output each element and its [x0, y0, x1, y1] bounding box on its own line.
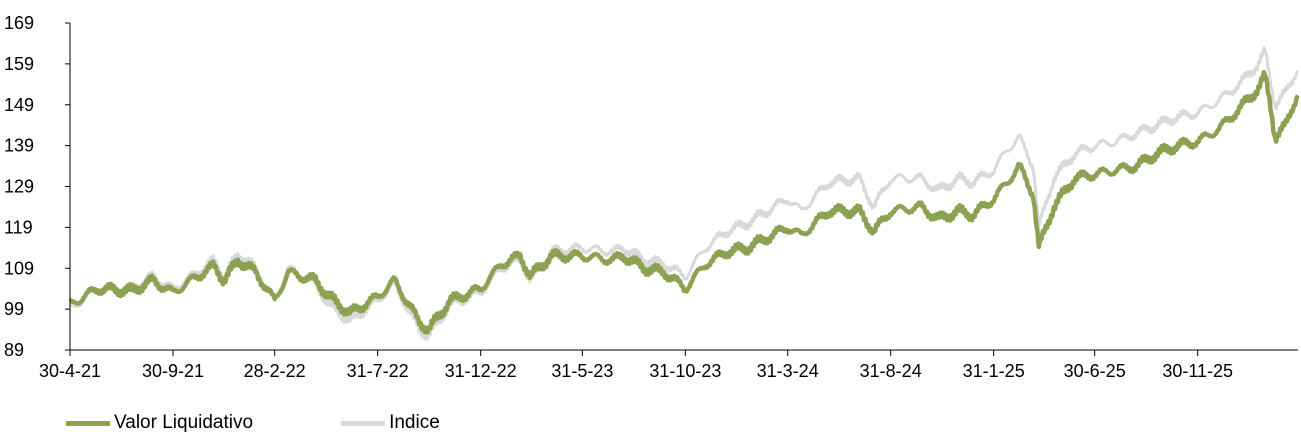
x-tick-label: 31-3-24 [757, 361, 819, 381]
x-tick-label: 30-9-21 [142, 361, 204, 381]
legend: Valor Liquidativo Indice [66, 412, 528, 434]
y-tick-label: 89 [4, 340, 24, 360]
legend-item-indice: Indice [341, 412, 440, 434]
x-tick-label: 30-11-25 [1162, 361, 1233, 381]
x-tick-label: 31-5-23 [551, 361, 613, 381]
x-tick-label: 31-10-23 [649, 361, 721, 381]
x-tick-labels: 30-4-21 30-9-21 28-2-22 31-7-22 31-12-22 31-5… [39, 361, 1233, 381]
y-tick-label: 149 [4, 95, 34, 115]
series-layer [68, 46, 1300, 341]
x-tick-label: 28-2-22 [244, 361, 306, 381]
series-line-indice [68, 46, 1300, 341]
x-tick-label: 31-1-25 [963, 361, 1025, 381]
legend-label-valor-liquidativo: Valor Liquidativo [114, 412, 254, 433]
x-tick-label: 31-12-22 [445, 361, 517, 381]
y-tick-label: 159 [4, 54, 34, 74]
legend-swatch-indice [341, 420, 386, 426]
x-tick-label: 31-7-22 [347, 361, 409, 381]
legend-item-valor-liquidativo: Valor Liquidativo [66, 412, 253, 434]
y-tick-label: 169 [4, 13, 34, 33]
y-tick-label: 109 [4, 258, 34, 278]
x-tick-label: 31-8-24 [860, 361, 922, 381]
x-tick-label: 30-6-25 [1064, 361, 1126, 381]
y-tick-labels: 89 99 109 119 129 139 149 159 169 [4, 13, 34, 360]
y-tick-label: 139 [4, 136, 34, 156]
y-tick-label: 129 [4, 177, 34, 197]
legend-swatch-valor-liquidativo [66, 420, 110, 426]
y-tick-label: 99 [4, 299, 24, 319]
y-tick-label: 119 [4, 217, 33, 237]
series-line-valor-liquidativo [68, 69, 1300, 335]
axes-layer [65, 22, 1298, 356]
legend-label-indice: Indice [389, 412, 440, 433]
x-tick-label: 30-4-21 [39, 361, 101, 381]
